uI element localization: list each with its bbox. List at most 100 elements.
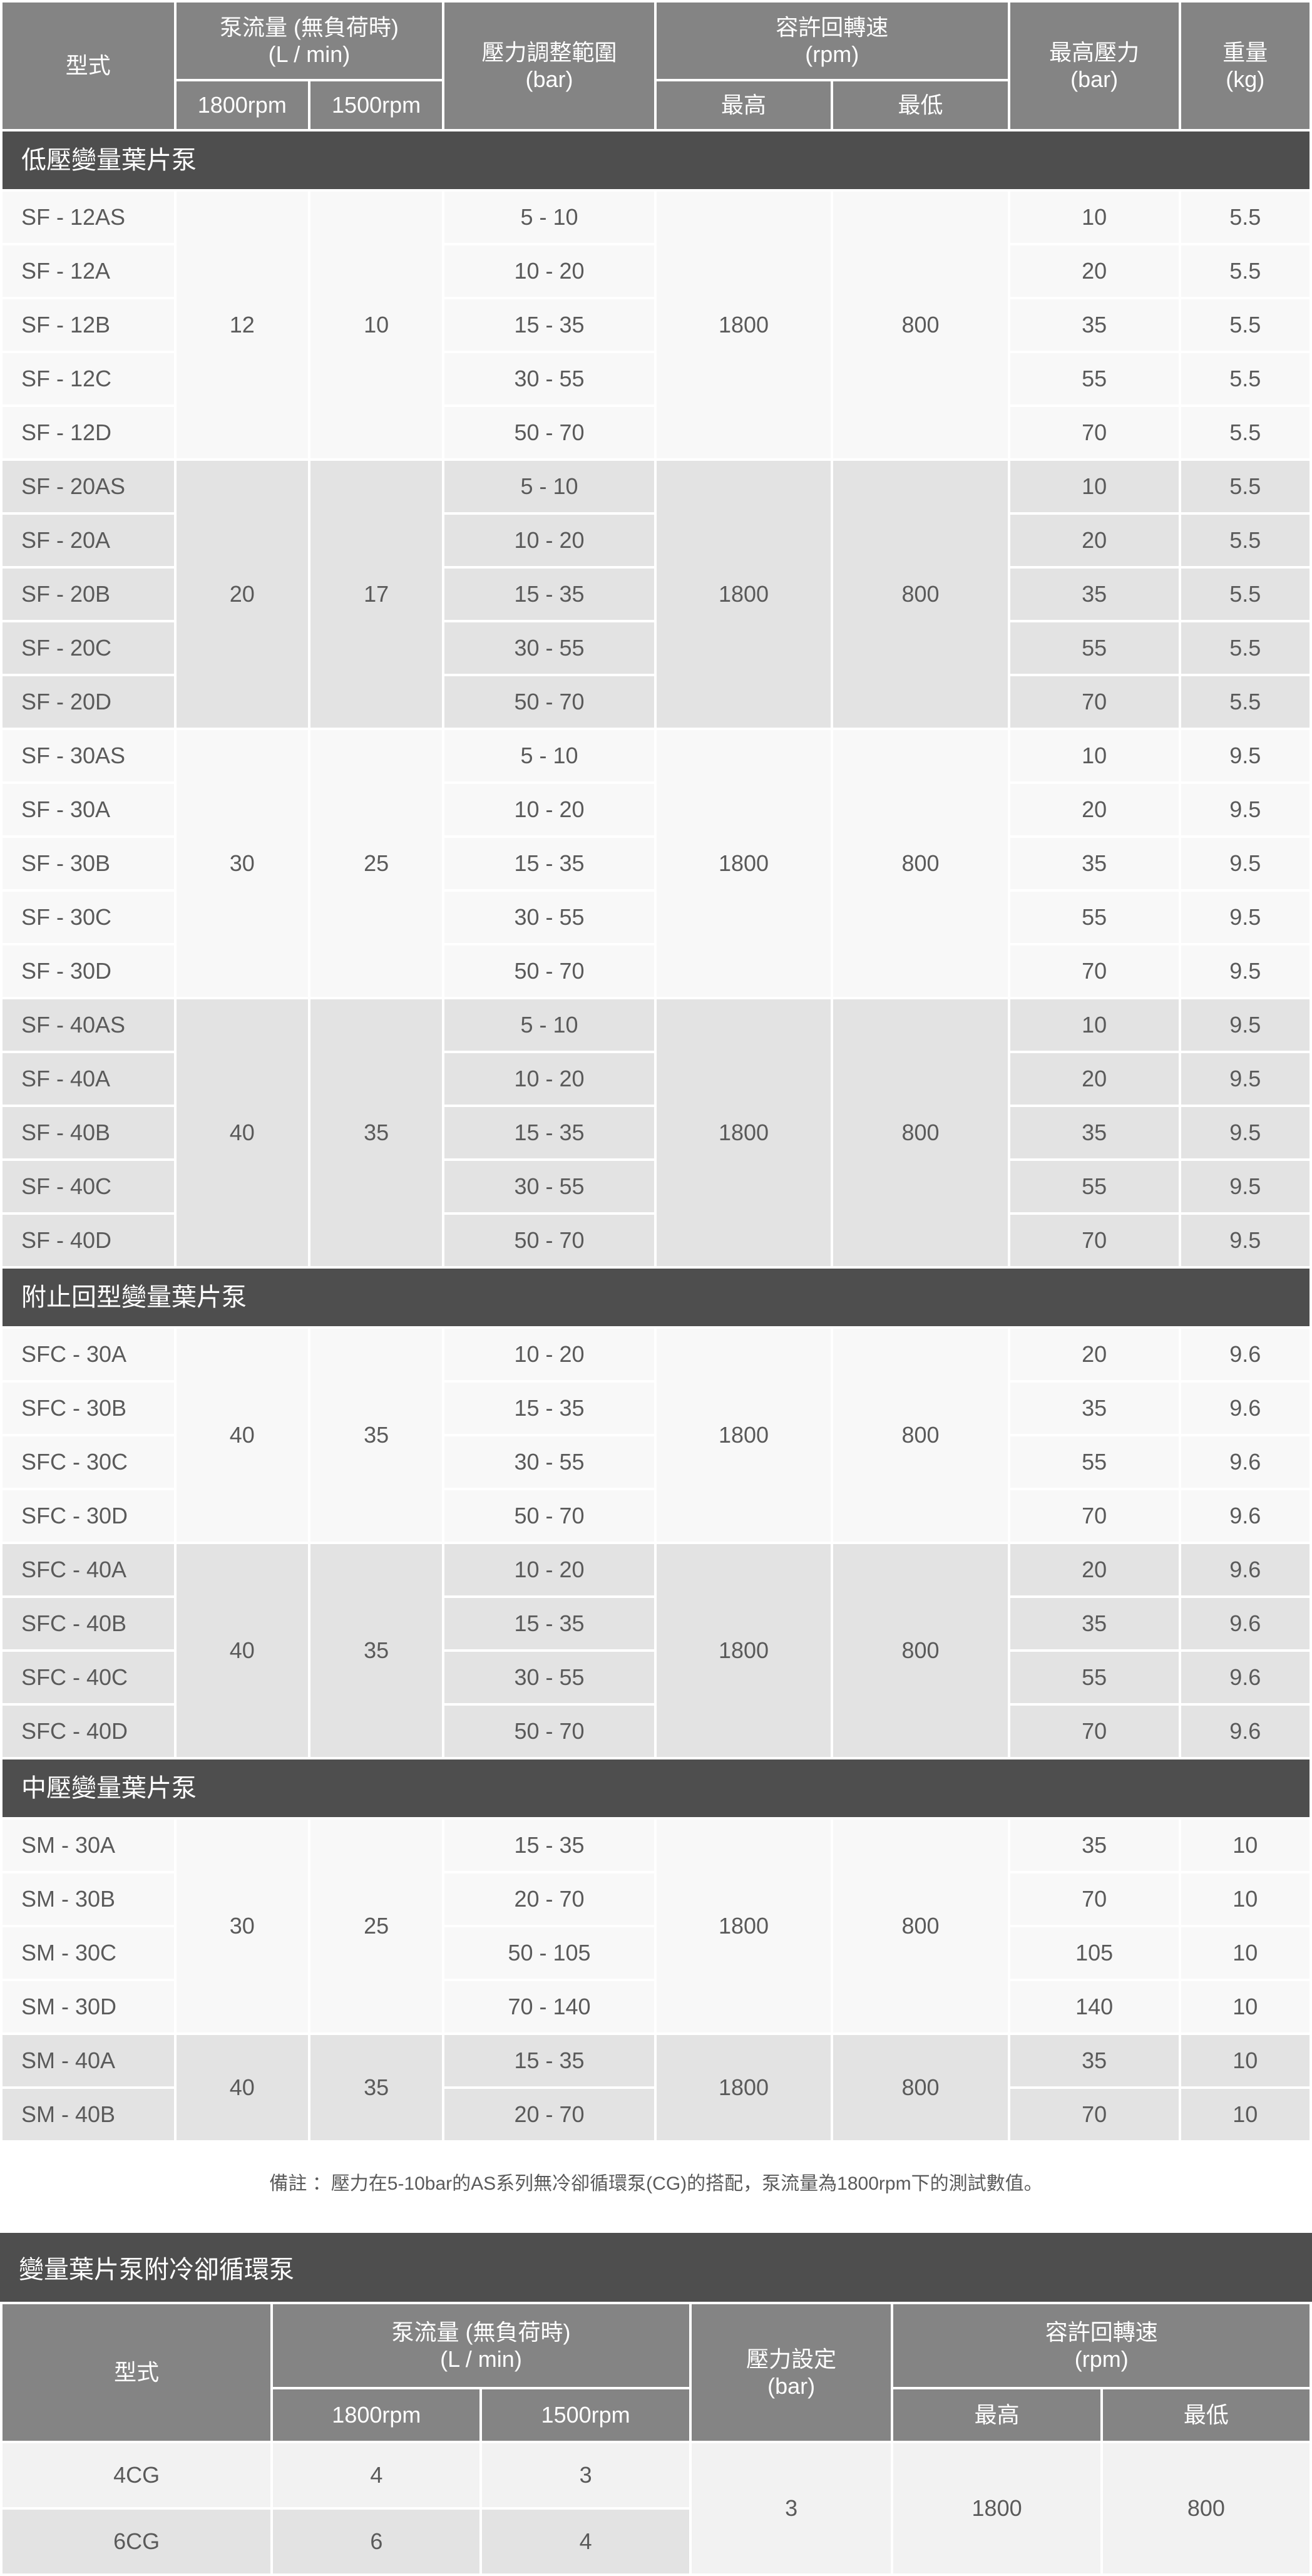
- cell-flow1800: 40: [175, 998, 309, 1267]
- cell-speed-max: 1800: [655, 1818, 833, 2034]
- cell-model: SF - 12C: [1, 352, 175, 406]
- cell-weight: 5.5: [1180, 513, 1311, 567]
- cell-model: SF - 20B: [1, 567, 175, 621]
- cell-model: SF - 30D: [1, 944, 175, 998]
- cell-max-pressure: 55: [1009, 621, 1180, 675]
- cell-weight: 10: [1180, 2088, 1311, 2141]
- th-speed-max: 最高: [655, 80, 833, 130]
- th-model: 型式: [1, 1, 175, 130]
- cell-weight: 9.5: [1180, 890, 1311, 944]
- cell2-speed-min: 800: [1102, 2442, 1311, 2575]
- cell-weight: 5.5: [1180, 190, 1311, 244]
- cell-weight: 9.5: [1180, 1052, 1311, 1106]
- th-flow-1800: 1800rpm: [175, 80, 309, 130]
- cell-pressure-range: 20 - 70: [443, 2088, 655, 2141]
- cell-model: SM - 40A: [1, 2034, 175, 2088]
- cell-model: SF - 30AS: [1, 729, 175, 783]
- cell-max-pressure: 55: [1009, 890, 1180, 944]
- cell-pressure-range: 10 - 20: [443, 1327, 655, 1381]
- cell-max-pressure: 55: [1009, 1435, 1180, 1489]
- cell-weight: 5.5: [1180, 352, 1311, 406]
- cell-pressure-range: 15 - 35: [443, 2034, 655, 2088]
- cell-weight: 5.5: [1180, 298, 1311, 352]
- cell-flow1500: 35: [309, 1327, 443, 1543]
- cell-max-pressure: 140: [1009, 1980, 1180, 2034]
- cell-weight: 10: [1180, 1980, 1311, 2034]
- cell-weight: 10: [1180, 2034, 1311, 2088]
- cell-flow1800: 30: [175, 1818, 309, 2034]
- cell-pressure-range: 30 - 55: [443, 352, 655, 406]
- cell-pressure-range: 50 - 70: [443, 406, 655, 460]
- cell-pressure-range: 50 - 70: [443, 1489, 655, 1543]
- cell2-model: 4CG: [1, 2442, 272, 2508]
- th2-speed-min: 最低: [1102, 2388, 1311, 2442]
- cell-flow1500: 35: [309, 998, 443, 1267]
- cell-pressure-range: 15 - 35: [443, 1597, 655, 1651]
- cell2-f1500: 4: [481, 2508, 690, 2575]
- cell2-speed-max: 1800: [892, 2442, 1101, 2575]
- cell-max-pressure: 70: [1009, 406, 1180, 460]
- cell-weight: 10: [1180, 1872, 1311, 1926]
- cell-weight: 9.5: [1180, 998, 1311, 1052]
- cell-max-pressure: 70: [1009, 2088, 1180, 2141]
- cell-flow1800: 40: [175, 2034, 309, 2141]
- cell-model: SM - 40B: [1, 2088, 175, 2141]
- cell-model: SFC - 30B: [1, 1381, 175, 1435]
- cell-max-pressure: 70: [1009, 944, 1180, 998]
- cell-pressure-range: 5 - 10: [443, 729, 655, 783]
- cell-model: SF - 20C: [1, 621, 175, 675]
- cell-speed-min: 800: [832, 1818, 1009, 2034]
- th-speed-min: 最低: [832, 80, 1009, 130]
- cell-flow1500: 17: [309, 460, 443, 729]
- cell-max-pressure: 35: [1009, 298, 1180, 352]
- cell-pressure-range: 50 - 105: [443, 1926, 655, 1980]
- cell-flow1500: 10: [309, 190, 443, 460]
- cell-speed-min: 800: [832, 729, 1009, 998]
- cell-weight: 9.5: [1180, 729, 1311, 783]
- cell-pressure-range: 15 - 35: [443, 567, 655, 621]
- cell-pressure-range: 50 - 70: [443, 944, 655, 998]
- section-header: 附止回型變量葉片泵: [1, 1267, 1311, 1327]
- cell-speed-max: 1800: [655, 460, 833, 729]
- cell-pressure-range: 20 - 70: [443, 1872, 655, 1926]
- cell-pressure-range: 30 - 55: [443, 1435, 655, 1489]
- cell-pressure-range: 5 - 10: [443, 998, 655, 1052]
- cell-model: SF - 12D: [1, 406, 175, 460]
- cell-speed-max: 1800: [655, 2034, 833, 2141]
- cell-speed-max: 1800: [655, 190, 833, 460]
- cell-weight: 5.5: [1180, 621, 1311, 675]
- cell-speed-max: 1800: [655, 1327, 833, 1543]
- cell-max-pressure: 10: [1009, 998, 1180, 1052]
- cell-pressure-range: 50 - 70: [443, 675, 655, 729]
- cell-pressure-range: 5 - 10: [443, 190, 655, 244]
- cell-max-pressure: 70: [1009, 1704, 1180, 1758]
- cell-max-pressure: 20: [1009, 1543, 1180, 1597]
- cell-model: SF - 40D: [1, 1213, 175, 1267]
- cell-weight: 9.6: [1180, 1543, 1311, 1597]
- cell2-f1800: 4: [272, 2442, 481, 2508]
- cell-weight: 9.6: [1180, 1381, 1311, 1435]
- cell-pressure-range: 10 - 20: [443, 244, 655, 298]
- cell-model: SM - 30C: [1, 1926, 175, 1980]
- cell-max-pressure: 20: [1009, 1327, 1180, 1381]
- specs-table-cooling: 型式泵流量 (無負荷時)(L / min)壓力設定(bar)容許回轉速(rpm)…: [0, 2302, 1312, 2576]
- th-weight: 重量(kg): [1180, 1, 1311, 130]
- cell-model: SF - 30C: [1, 890, 175, 944]
- cell-pressure-range: 10 - 20: [443, 1543, 655, 1597]
- cell-model: SM - 30D: [1, 1980, 175, 2034]
- cell-pressure-range: 30 - 55: [443, 621, 655, 675]
- cell2-pressure-set: 3: [690, 2442, 893, 2575]
- cell-model: SFC - 30D: [1, 1489, 175, 1543]
- cell-max-pressure: 55: [1009, 1160, 1180, 1213]
- cell-weight: 5.5: [1180, 460, 1311, 513]
- cell-pressure-range: 10 - 20: [443, 783, 655, 837]
- th2-model: 型式: [1, 2303, 272, 2442]
- cell-pressure-range: 15 - 35: [443, 1818, 655, 1872]
- cell-speed-max: 1800: [655, 729, 833, 998]
- cell-pressure-range: 70 - 140: [443, 1980, 655, 2034]
- cell-model: SM - 30A: [1, 1818, 175, 1872]
- cell-flow1800: 40: [175, 1327, 309, 1543]
- cell-model: SF - 12AS: [1, 190, 175, 244]
- cell-flow1800: 20: [175, 460, 309, 729]
- cell-speed-min: 800: [832, 1327, 1009, 1543]
